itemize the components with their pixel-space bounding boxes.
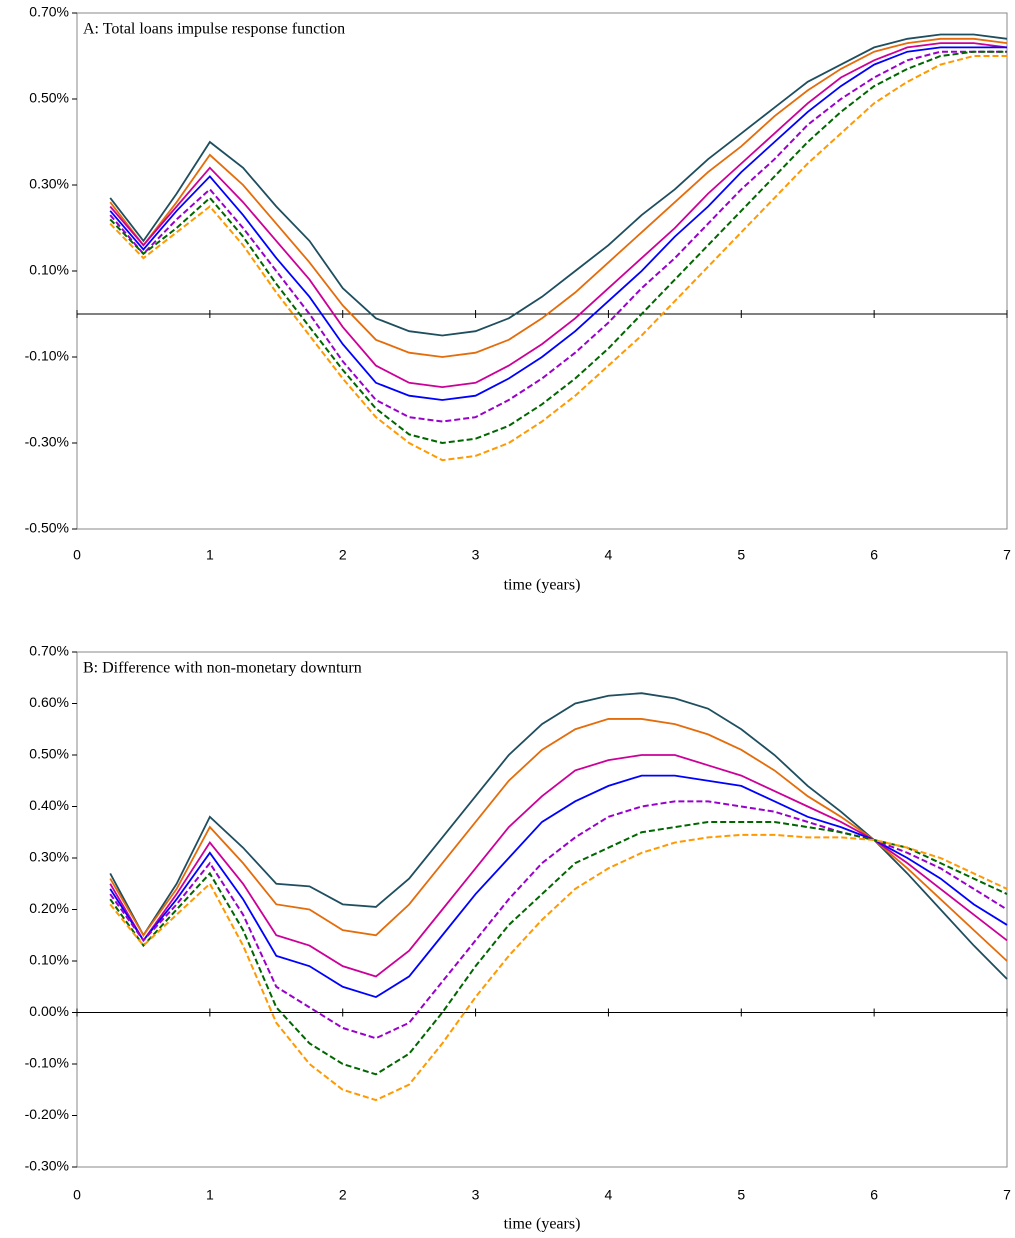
series-line xyxy=(109,50,1007,423)
x-tick-label: 3 xyxy=(472,547,480,563)
x-tick-label: 2 xyxy=(339,547,347,563)
y-tick-label: 0.70% xyxy=(29,4,69,20)
x-tick-label: 4 xyxy=(605,1187,613,1203)
y-tick-label: -0.10% xyxy=(25,348,69,364)
series-line xyxy=(109,820,1008,1076)
series-line xyxy=(109,833,1008,1102)
series-line xyxy=(109,37,1008,358)
x-tick-label: 1 xyxy=(206,547,214,563)
y-tick-label: -0.30% xyxy=(25,1158,69,1174)
y-tick-label: 0.10% xyxy=(29,262,69,278)
x-tick-label: 1 xyxy=(206,1187,214,1203)
x-tick-label: 2 xyxy=(339,1187,347,1203)
series-line xyxy=(109,754,1008,978)
series-line xyxy=(109,50,1007,445)
y-tick-label: 0.30% xyxy=(29,849,69,865)
series-line xyxy=(109,42,1008,389)
y-tick-label: 0.40% xyxy=(29,797,69,813)
y-tick-label: 0.60% xyxy=(29,694,69,710)
y-tick-label: 0.50% xyxy=(29,746,69,762)
x-tick-label: 4 xyxy=(605,547,613,563)
series-line xyxy=(109,33,1008,337)
chart-title: A: Total loans impulse response function xyxy=(83,21,345,38)
plot-frame xyxy=(76,651,1008,1168)
y-tick-label: -0.50% xyxy=(25,520,69,536)
series-line xyxy=(109,46,1007,401)
chart-title: B: Difference with non-monetary downturn xyxy=(83,660,362,677)
x-axis-title: time (years) xyxy=(504,1216,581,1233)
series-line xyxy=(109,718,1008,962)
y-tick-label: 0.70% xyxy=(29,643,69,659)
y-tick-label: 0.00% xyxy=(29,1003,69,1019)
x-tick-label: 6 xyxy=(870,547,878,563)
x-tick-label: 0 xyxy=(73,1187,81,1203)
x-tick-label: 5 xyxy=(737,1187,745,1203)
y-tick-label: 0.20% xyxy=(29,900,69,916)
plot-frame xyxy=(76,12,1008,530)
series-line xyxy=(109,55,1007,462)
x-tick-label: 6 xyxy=(870,1187,878,1203)
x-tick-label: 7 xyxy=(1003,547,1011,563)
x-tick-label: 5 xyxy=(737,547,745,563)
x-tick-label: 7 xyxy=(1003,1187,1011,1203)
x-tick-label: 3 xyxy=(472,1187,480,1203)
y-tick-label: -0.10% xyxy=(25,1055,69,1071)
series-line xyxy=(109,774,1008,999)
series-line xyxy=(109,800,1008,1040)
y-tick-label: 0.30% xyxy=(29,176,69,192)
y-tick-label: -0.20% xyxy=(25,1106,69,1122)
series-line xyxy=(109,692,1008,980)
x-axis-title: time (years) xyxy=(504,577,581,594)
y-tick-label: -0.30% xyxy=(25,434,69,450)
x-tick-label: 0 xyxy=(73,547,81,563)
y-tick-label: 0.10% xyxy=(29,952,69,968)
y-tick-label: 0.50% xyxy=(29,90,69,106)
